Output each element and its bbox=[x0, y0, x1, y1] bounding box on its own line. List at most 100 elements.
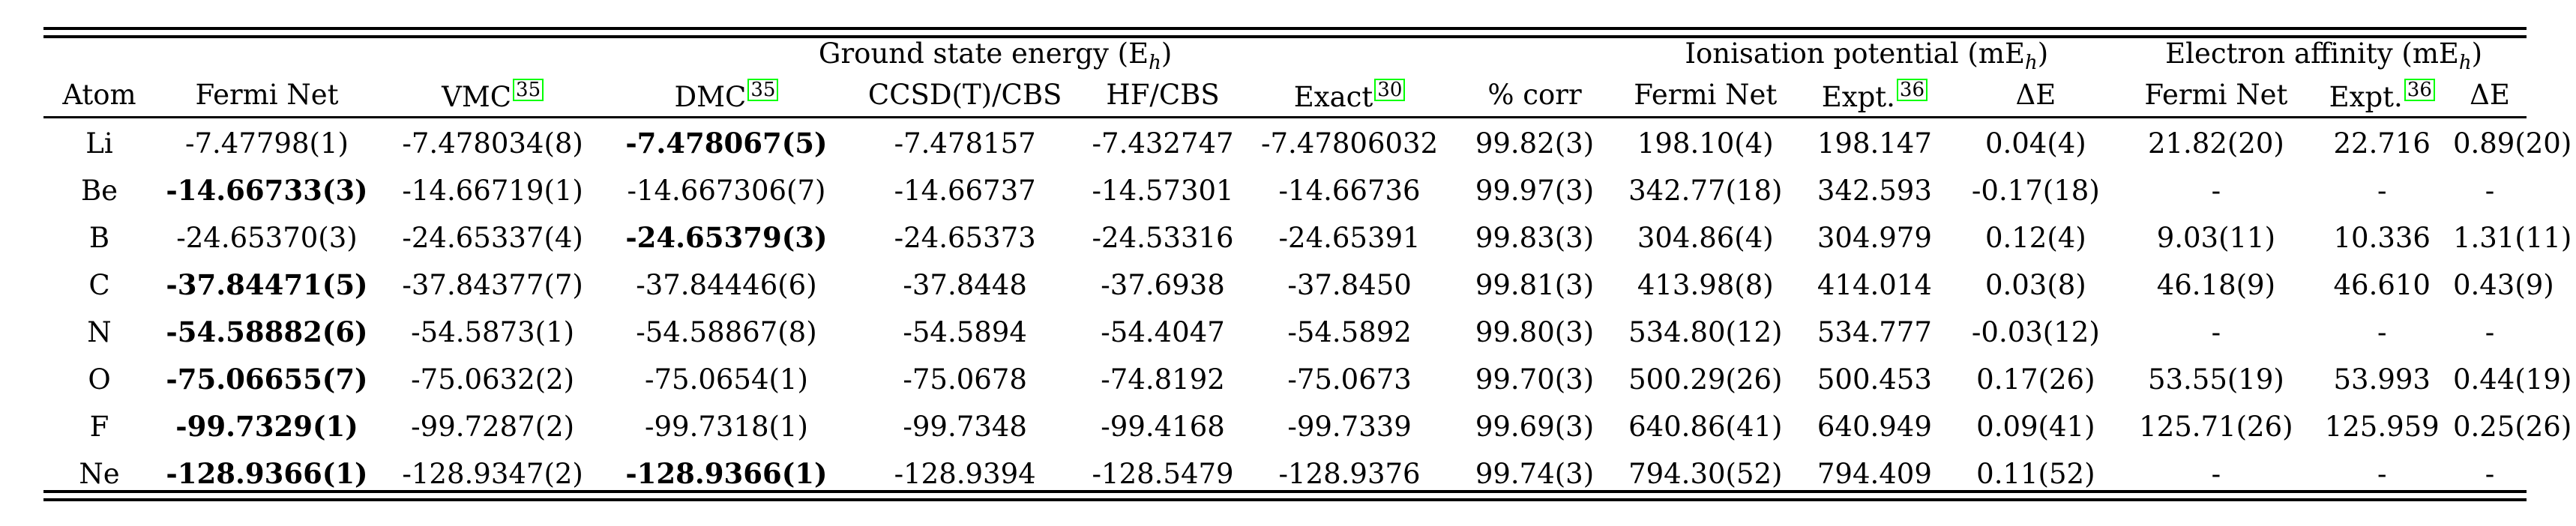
table-cell-fermi_net: -128.9366(1) bbox=[166, 457, 368, 490]
table-cell-ccsd: -24.65373 bbox=[894, 222, 1036, 254]
citation-link[interactable]: 30 bbox=[1374, 78, 1406, 101]
table-cell-ea_de: - bbox=[2485, 175, 2495, 207]
table-cell-fermi_net: -75.06655(7) bbox=[166, 363, 368, 396]
table-cell-ea_expt: 46.610 bbox=[2333, 269, 2431, 301]
table-cell-corr: 99.69(3) bbox=[1475, 411, 1595, 443]
table-cell-ip_de: 0.09(41) bbox=[1976, 411, 2095, 443]
table-row: O -75.06655(7) -75.0632(2) -75.0654(1) -75.0… bbox=[43, 356, 2572, 403]
table-cell-ip_fermi: 794.30(52) bbox=[1628, 458, 1783, 490]
table-cell-vmc: -99.7287(2) bbox=[411, 411, 575, 443]
table-cell-ea_fermi: 125.71(26) bbox=[2139, 411, 2293, 443]
table-cell-ip_de: -0.03(12) bbox=[1971, 316, 2100, 348]
table-cell-ea_expt: 10.336 bbox=[2333, 222, 2431, 254]
column-header-dmc: DMC 35 bbox=[607, 73, 846, 115]
atom-cell: C bbox=[88, 269, 110, 301]
table-cell-ea_de: 0.44(19) bbox=[2452, 363, 2572, 396]
table-cell-ip_expt: 794.409 bbox=[1817, 458, 1932, 490]
energy-table: Ground state energy (Eh) Ionisation pote… bbox=[43, 37, 2572, 498]
table-cell-ccsd: -54.5894 bbox=[903, 316, 1027, 348]
table-row: Ne -128.9366(1) -128.9347(2) -128.9366(1) -1… bbox=[43, 450, 2527, 498]
table-cell-exact: -24.65391 bbox=[1278, 222, 1421, 254]
table-cell-ea_expt: 125.959 bbox=[2324, 411, 2440, 443]
table-cell-ccsd: -128.9394 bbox=[894, 458, 1036, 490]
group-ionisation: Ionisation potential (mEh) bbox=[1685, 37, 2049, 74]
column-header-ip_de: ΔE bbox=[2015, 78, 2056, 111]
table-cell-ea_expt: - bbox=[2377, 175, 2387, 207]
table-cell-ip_fermi: 304.86(4) bbox=[1637, 222, 1774, 254]
table-cell-hf: -37.6938 bbox=[1101, 269, 1225, 301]
citation-link[interactable]: 36 bbox=[2404, 78, 2435, 101]
atom-cell: Ne bbox=[79, 458, 120, 490]
table-cell-ea_expt: - bbox=[2377, 458, 2387, 490]
table-row: C -37.84471(5) -37.84377(7) -37.84446(6) -37… bbox=[43, 262, 2554, 309]
atom-cell: O bbox=[88, 363, 111, 396]
header-rule bbox=[43, 116, 2527, 118]
table-cell-ea_de: - bbox=[2485, 316, 2495, 348]
table-cell-vmc: -24.65337(4) bbox=[402, 222, 583, 254]
table-cell-exact: -75.0673 bbox=[1287, 363, 1412, 396]
bottom-rule-inner bbox=[43, 490, 2527, 493]
table-cell-dmc: -14.667306(7) bbox=[627, 175, 826, 207]
column-header-fermi_net: Fermi Net bbox=[195, 78, 339, 111]
table-cell-hf: -74.8192 bbox=[1101, 363, 1225, 396]
column-header-row: Atom Fermi Net VMC 35 DMC 35 CCSD(T)/CBS HF/CBS… bbox=[43, 73, 2527, 115]
table-cell-ip_de: 0.12(4) bbox=[1984, 222, 2086, 254]
table-cell-vmc: -54.5873(1) bbox=[411, 316, 575, 348]
table-cell-ccsd: -14.66737 bbox=[894, 175, 1036, 207]
table-cell-vmc: -75.0632(2) bbox=[411, 363, 575, 396]
table-cell-hf: -24.53316 bbox=[1092, 222, 1234, 254]
table-cell-ea_de: 0.25(26) bbox=[2452, 411, 2572, 443]
table-cell-corr: 99.83(3) bbox=[1475, 222, 1595, 254]
table-cell-fermi_net: -37.84471(5) bbox=[166, 268, 368, 301]
citation-link[interactable]: 36 bbox=[1896, 78, 1928, 101]
table-cell-ip_fermi: 342.77(18) bbox=[1628, 175, 1783, 207]
table-cell-ea_de: 1.31(11) bbox=[2452, 222, 2572, 254]
column-header-corr: % corr bbox=[1487, 78, 1582, 111]
table-row: B -24.65370(3) -24.65337(4) -24.65379(3) -24… bbox=[43, 214, 2572, 262]
table-row: N -54.58882(6) -54.5873(1) -54.58867(8) -54.… bbox=[43, 309, 2527, 356]
column-header-ea_fermi: Fermi Net bbox=[2144, 78, 2288, 111]
table-cell-ea_fermi: - bbox=[2211, 316, 2221, 348]
table-cell-ea_fermi: 21.82(20) bbox=[2147, 127, 2284, 160]
atom-cell: N bbox=[87, 316, 112, 348]
table-cell-ea_de: 0.43(9) bbox=[2452, 269, 2554, 301]
table-cell-dmc: -54.58867(8) bbox=[636, 316, 817, 348]
table-cell-vmc: -7.478034(8) bbox=[402, 127, 583, 160]
table-cell-corr: 99.74(3) bbox=[1475, 458, 1595, 490]
table-cell-corr: 99.81(3) bbox=[1475, 269, 1595, 301]
table-cell-exact: -37.8450 bbox=[1287, 269, 1412, 301]
table-cell-corr: 99.97(3) bbox=[1475, 175, 1595, 207]
table-cell-dmc: -7.478067(5) bbox=[625, 127, 828, 160]
table-cell-dmc: -37.84446(6) bbox=[636, 269, 817, 301]
table-cell-ccsd: -75.0678 bbox=[903, 363, 1027, 396]
table-cell-ea_expt: 53.993 bbox=[2333, 363, 2431, 396]
table-cell-fermi_net: -7.47798(1) bbox=[185, 127, 349, 160]
table-cell-ea_de: - bbox=[2485, 458, 2495, 490]
table-row: Li -7.47798(1) -7.478034(8) -7.478067(5) -7.… bbox=[43, 120, 2572, 167]
column-header-hf: HF/CBS bbox=[1106, 78, 1220, 111]
table-cell-exact: -7.47806032 bbox=[1261, 127, 1439, 160]
table-cell-hf: -14.57301 bbox=[1092, 175, 1234, 207]
table-cell-fermi_net: -24.65370(3) bbox=[176, 222, 358, 254]
table-row: F -99.7329(1) -99.7287(2) -99.7318(1) -99.73… bbox=[43, 403, 2572, 450]
table-cell-dmc: -24.65379(3) bbox=[625, 221, 828, 254]
table-cell-vmc: -14.66719(1) bbox=[402, 175, 583, 207]
table-cell-ip_fermi: 413.98(8) bbox=[1637, 269, 1774, 301]
citation-link[interactable]: 35 bbox=[747, 78, 779, 101]
table-cell-exact: -99.7339 bbox=[1287, 411, 1412, 443]
column-header-ccsd: CCSD(T)/CBS bbox=[867, 78, 1062, 111]
table-cell-ea_de: 0.89(20) bbox=[2452, 127, 2572, 160]
table-cell-ip_expt: 342.593 bbox=[1817, 175, 1932, 207]
table-cell-exact: -128.9376 bbox=[1278, 458, 1421, 490]
table-cell-hf: -7.432747 bbox=[1092, 127, 1234, 160]
table-row: Be -14.66733(3) -14.66719(1) -14.667306(7) -… bbox=[43, 167, 2527, 214]
table-cell-ea_fermi: - bbox=[2211, 458, 2221, 490]
atom-cell: Be bbox=[80, 175, 118, 207]
table-cell-hf: -54.4047 bbox=[1101, 316, 1225, 348]
table-cell-dmc: -128.9366(1) bbox=[625, 457, 828, 490]
citation-link[interactable]: 35 bbox=[513, 78, 544, 101]
table-cell-ip_de: 0.04(4) bbox=[1984, 127, 2086, 160]
column-header-vmc: VMC 35 bbox=[379, 73, 607, 115]
table-cell-hf: -128.5479 bbox=[1092, 458, 1234, 490]
table-cell-ea_fermi: 53.55(19) bbox=[2147, 363, 2284, 396]
